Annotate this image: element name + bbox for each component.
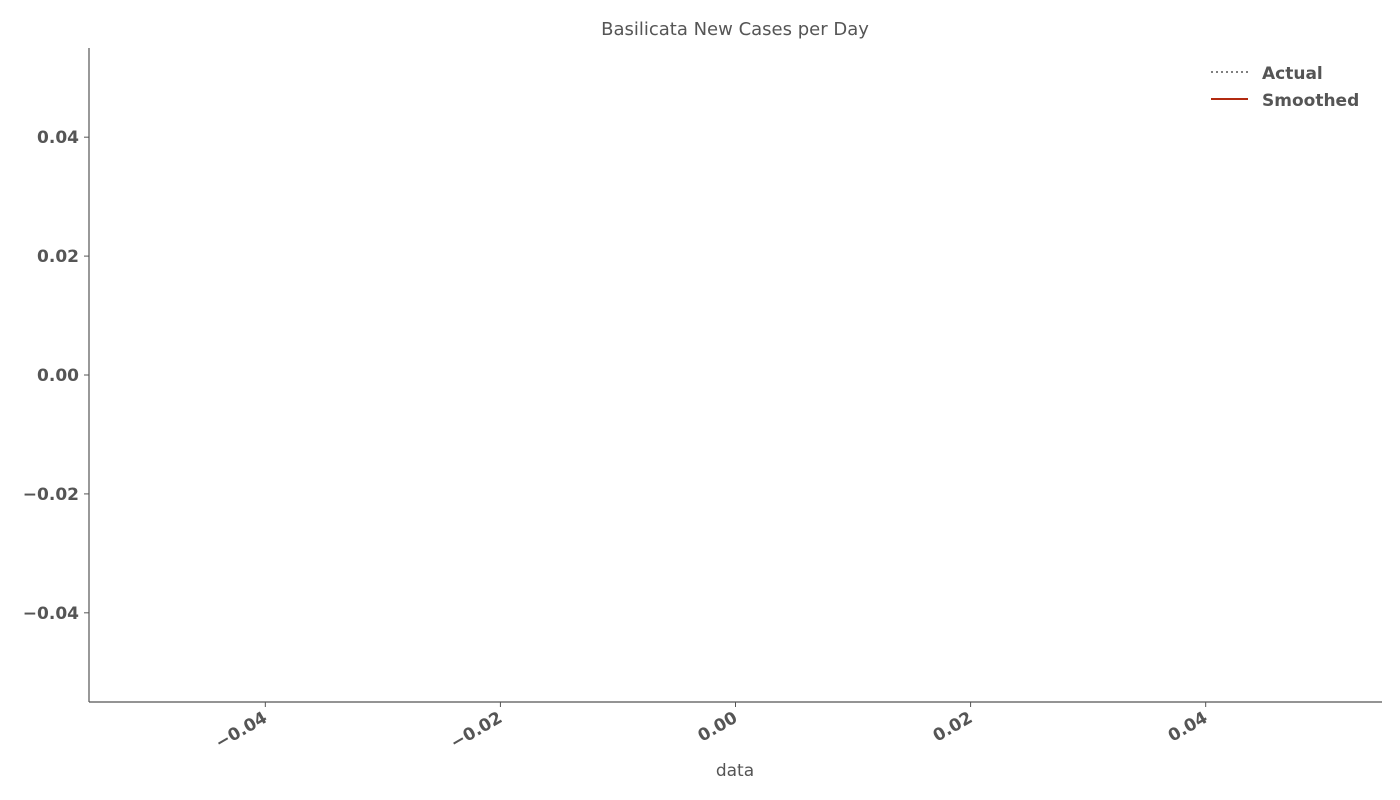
x-tick-label: 0.02 — [930, 708, 976, 746]
x-tick-label: 0.00 — [695, 708, 741, 746]
plot-area — [88, 48, 1382, 703]
x-tick-label: 0.04 — [1165, 708, 1211, 746]
chart-title: Basilicata New Cases per Day — [601, 19, 869, 40]
y-ticks: 0.04 0.02 0.00 −0.02 −0.04 — [23, 128, 89, 624]
legend: Actual Smoothed — [1211, 64, 1359, 111]
x-tick-label: −0.02 — [447, 708, 506, 753]
legend-label-actual: Actual — [1262, 64, 1323, 84]
legend-label-smoothed: Smoothed — [1262, 91, 1359, 111]
y-tick-label: 0.04 — [37, 128, 79, 148]
y-tick-label: 0.02 — [37, 247, 79, 267]
x-axis-label: data — [716, 761, 754, 781]
x-tick-label: −0.04 — [212, 708, 271, 754]
y-tick-label: 0.00 — [37, 366, 79, 386]
x-ticks: −0.04 −0.02 0.00 0.02 0.04 — [212, 702, 1211, 753]
y-tick-label: −0.04 — [23, 604, 79, 624]
y-tick-label: −0.02 — [23, 485, 79, 505]
